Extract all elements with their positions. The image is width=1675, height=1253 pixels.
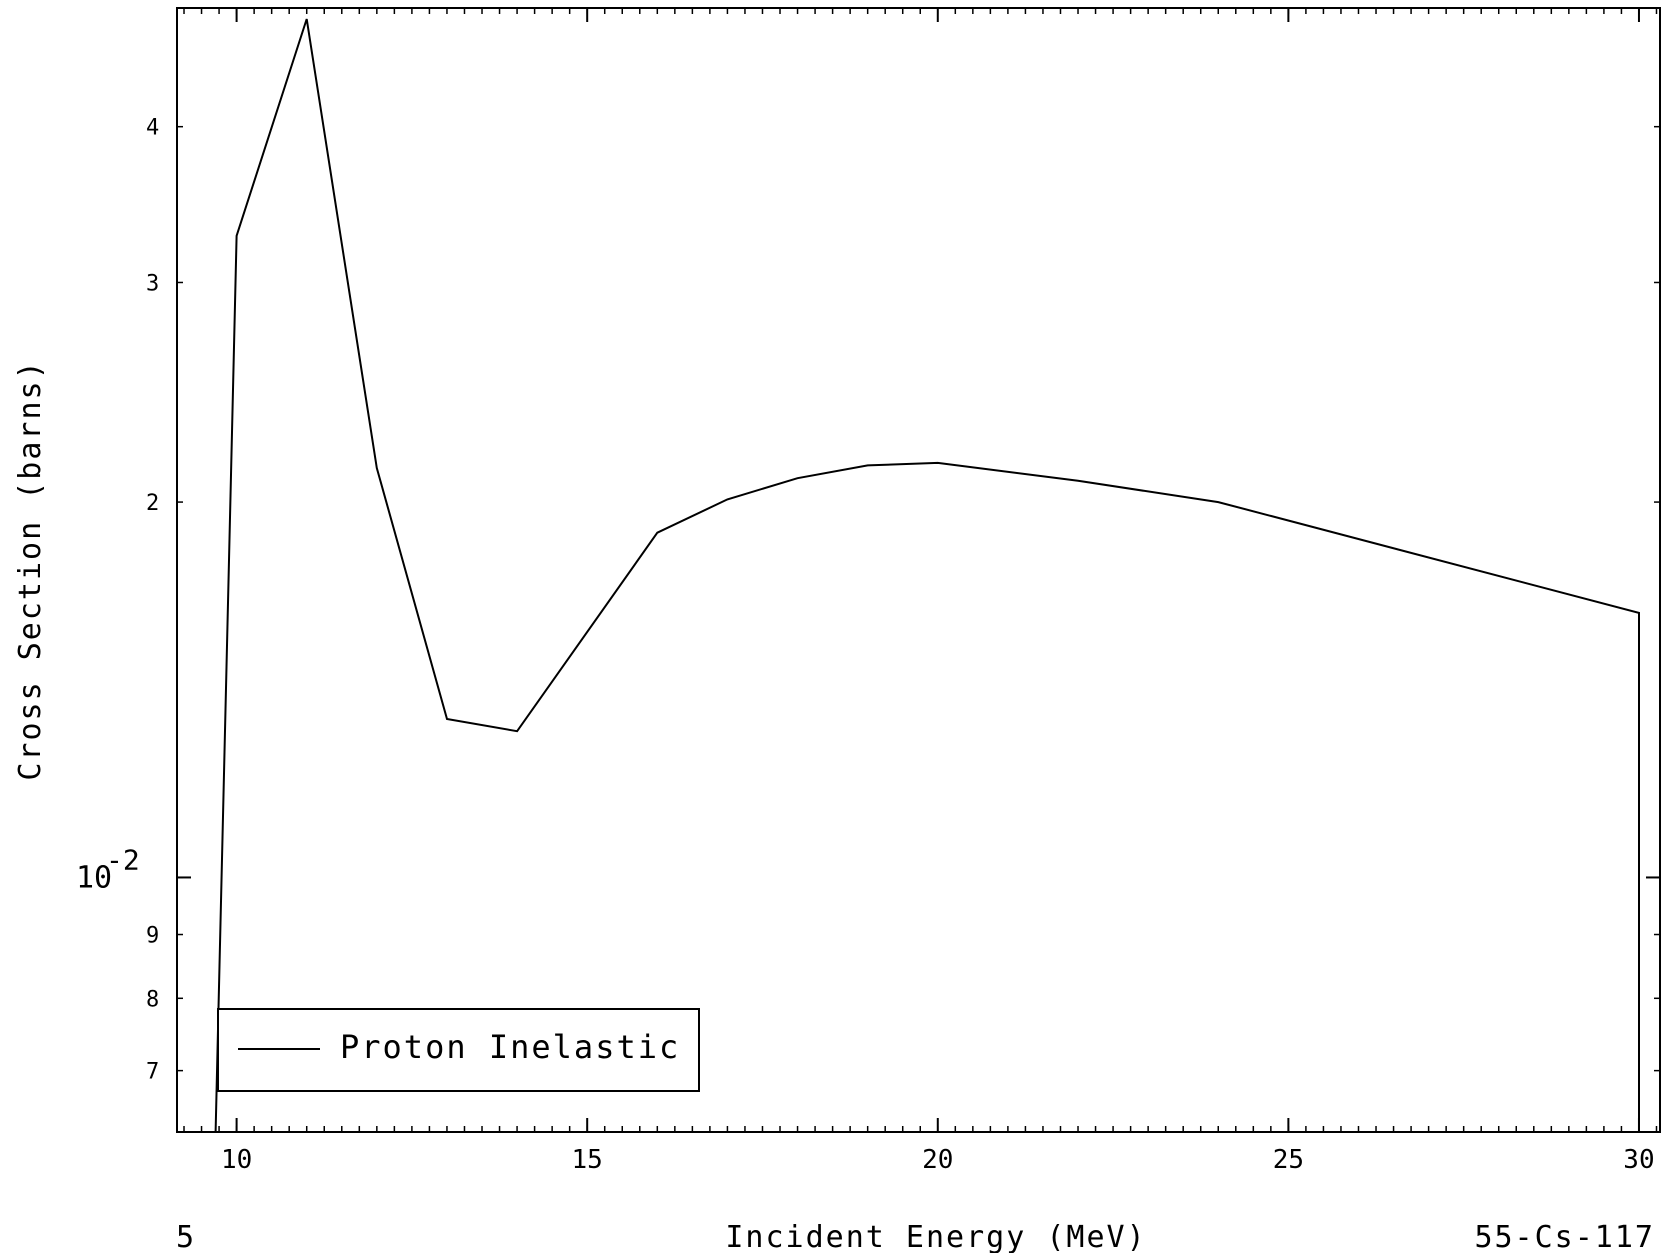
- x-tick-label: 20: [922, 1145, 953, 1175]
- x-tick-label: 25: [1273, 1145, 1304, 1175]
- x-tick-labels: 10 15 20 25 30: [221, 1145, 1655, 1175]
- y-tick-labels: 7 8 9 10-2 2 3 4: [76, 116, 159, 1085]
- legend: Proton Inelastic: [217, 1008, 700, 1092]
- y-tick-label: 9: [146, 924, 159, 949]
- series-group: [214, 18, 1640, 1133]
- y-tick-label: 2: [146, 491, 159, 516]
- x-tick-label: 15: [572, 1145, 603, 1175]
- series-line-proton-inelastic: [214, 18, 1640, 1133]
- x-axis-label: Incident Energy (MeV): [725, 1220, 1146, 1253]
- plot-frame: [176, 7, 1661, 1133]
- y-tick-label: 4: [146, 116, 159, 141]
- x-tick-label: 30: [1623, 1145, 1654, 1175]
- minor-ticks: [177, 8, 1660, 1132]
- y-tick-label: 8: [146, 987, 159, 1012]
- footer-right-label: 55-Cs-117: [1474, 1220, 1655, 1253]
- y-tick-label-decade: 10: [76, 860, 112, 895]
- y-axis-label: Cross Section (barns): [13, 359, 48, 780]
- x-tick-label: 10: [221, 1145, 252, 1175]
- y-tick-label-exponent: -2: [106, 843, 140, 876]
- y-tick-label: 7: [146, 1060, 159, 1085]
- legend-label-proton-inelastic: Proton Inelastic: [340, 1028, 680, 1066]
- major-ticks: [177, 8, 1660, 1132]
- y-tick-label: 3: [146, 271, 159, 296]
- footer-left-label: 5: [176, 1220, 196, 1253]
